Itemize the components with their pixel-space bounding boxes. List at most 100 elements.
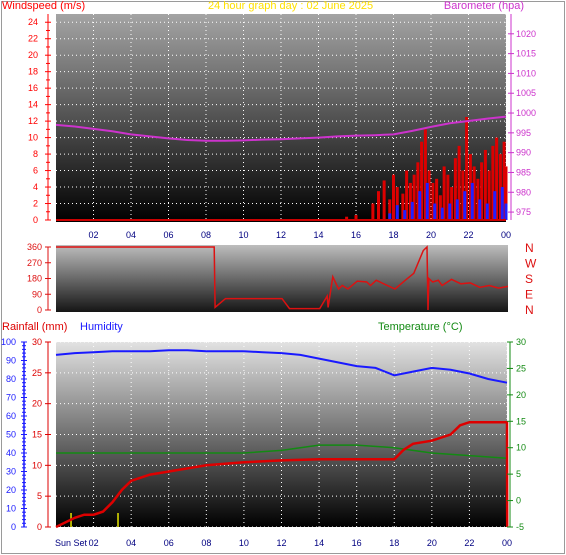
rainfall-line: [55, 420, 509, 529]
barometer-tick-label: 985: [516, 167, 531, 177]
wind-average-bar: [433, 203, 437, 220]
wind-average-bar: [395, 205, 399, 220]
humidity-tick-label: 80: [6, 374, 16, 384]
rainfall-tick-label: 5: [37, 491, 42, 501]
wind-average-bar: [448, 203, 452, 220]
wind-gust-bar: [476, 178, 480, 220]
wind-gust-bar: [395, 187, 399, 220]
humidity-tick-label: 90: [6, 356, 16, 366]
humidity-tick-label: 30: [6, 467, 16, 477]
temperature-tick-label: 15: [516, 416, 526, 426]
rainfall-tick-label: 10: [32, 460, 42, 470]
barometer-line: [55, 115, 507, 142]
rainfall-tick-label: 25: [32, 368, 42, 378]
barometer-axis-label: Barometer (hpa): [444, 0, 524, 12]
temperature-tick-label: 0: [516, 496, 521, 506]
wind-gust-bar: [345, 216, 349, 220]
wind-gust-bar: [354, 215, 358, 220]
wind-gust-bar: [420, 141, 424, 220]
wind-average-bar: [504, 203, 508, 220]
wind-gust-bar: [487, 170, 491, 220]
humidity-line: [55, 349, 508, 384]
wind-gust-bar: [388, 199, 392, 220]
rainfall-axis: 0 5 10 15 20 25 30: [32, 337, 51, 532]
temperature-tick-label: 20: [516, 390, 526, 400]
windspeed-tick-label: 22: [28, 34, 38, 44]
rain-hour-label: 12: [276, 538, 286, 548]
rain-hour-axis: Sun Set 02 04 06 08 10 12 14 16 18 20 22 00: [55, 538, 512, 548]
rain-hour-label: 02: [89, 538, 99, 548]
rain-hour-label: 14: [314, 538, 324, 548]
wind-gust-bar: [392, 174, 395, 220]
wind-hour-label: 18: [388, 230, 398, 240]
compass-label: W: [525, 257, 537, 271]
wind-gust-bar: [465, 117, 469, 220]
barometer-tick-label: 980: [516, 187, 531, 197]
rainfall-axis-label: Rainfall (mm): [2, 321, 67, 333]
wind-gust-bar: [377, 191, 380, 220]
rain-hour-label: 06: [164, 538, 174, 548]
temperature-axis-label: Temperature (°C): [378, 321, 462, 333]
barometer-tick-label: 1000: [516, 108, 536, 118]
temperature-line: [56, 444, 508, 460]
compass-label: S: [525, 272, 533, 286]
wind-hour-label: 08: [201, 230, 211, 240]
barometer-tick-label: 1020: [516, 29, 536, 39]
compass-label: N: [525, 303, 534, 317]
barometer-tick-label: 995: [516, 128, 531, 138]
wind-gust-bar: [423, 129, 427, 220]
wind-gust-bar: [457, 145, 461, 220]
windspeed-tick-label: 20: [28, 50, 38, 60]
wind-bars: [345, 117, 508, 220]
humidity-tick-label: 100: [1, 337, 16, 347]
wind-gust-bar: [480, 162, 484, 220]
wind-average-bar: [410, 201, 414, 220]
wind-direction-line: [56, 245, 509, 311]
wind-gust-bar: [371, 203, 375, 220]
wind-gust-bar: [427, 170, 431, 220]
wind-gust-bar: [442, 166, 446, 220]
wind-average-bar: [440, 207, 444, 220]
humidity-tick-label: 40: [6, 448, 16, 458]
wind-gust-bar: [382, 180, 386, 220]
wind-hour-label: 10: [238, 230, 248, 240]
wind-gust-bar: [495, 137, 499, 220]
rainfall-tick-label: 20: [32, 399, 42, 409]
rain-hour-label: 10: [239, 538, 249, 548]
wind-gust-bar: [483, 149, 487, 220]
barometer-tick-label: 990: [516, 148, 531, 158]
barometer-axis: 975 980 985 990 995 1000 1005 1010 1015 1020: [508, 14, 536, 220]
wind-average-bar: [388, 213, 392, 220]
wind-grid: [56, 14, 507, 221]
wind-hour-label: 16: [351, 230, 361, 240]
wind-gust-bar: [435, 178, 439, 220]
temperature-tick-label: 30: [516, 337, 526, 347]
wind-gust-bar: [401, 193, 405, 220]
barometer-tick-label: 1005: [516, 88, 536, 98]
humidity-axis: 0 10 20 30 40 50 60 70 80 90 100: [1, 337, 27, 532]
wind-average-bar: [425, 182, 429, 220]
windspeed-tick-label: 24: [28, 17, 38, 27]
windspeed-tick-label: 14: [28, 100, 38, 110]
direction-tick-label: 0: [37, 305, 42, 315]
temperature-tick-label: 10: [516, 443, 526, 453]
sunset-label: Sun Set: [55, 538, 88, 548]
wind-gust-bar: [498, 154, 502, 220]
rainfall-tick-label: 15: [32, 430, 42, 440]
wind-gust-bar: [446, 174, 450, 220]
windspeed-axis-label: Windspeed (m/s): [2, 0, 85, 12]
wind-gust-bar: [491, 145, 495, 220]
direction-tick-label: 360: [27, 242, 42, 252]
wind-hour-label: 06: [163, 230, 173, 240]
rain-hour-label: 00: [502, 538, 512, 548]
wind-hour-label: 20: [426, 230, 436, 240]
rain-hour-label: 20: [427, 538, 437, 548]
temperature-tick-label: 25: [516, 363, 526, 373]
rain-hour-label: 18: [389, 538, 399, 548]
humidity-tick-label: 10: [6, 504, 16, 514]
direction-plot-area: [56, 245, 508, 312]
wind-gust-bar: [431, 182, 435, 220]
wind-gust-bar: [450, 187, 454, 220]
